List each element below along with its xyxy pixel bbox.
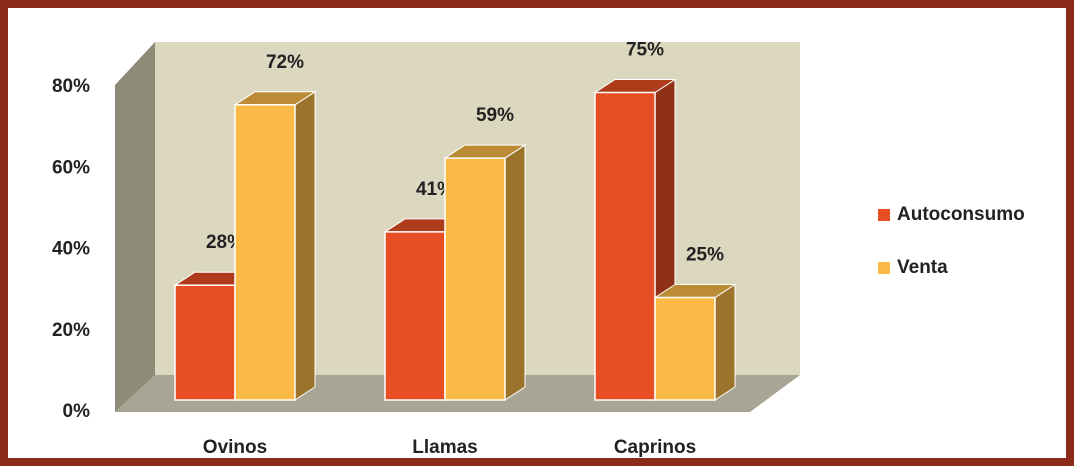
- x-tick-label: Llamas: [412, 437, 477, 458]
- data-label: 75%: [626, 40, 664, 61]
- bar: [174, 284, 236, 401]
- data-label: 59%: [476, 105, 514, 126]
- bar: [654, 296, 716, 401]
- bar: [444, 157, 506, 401]
- bar-side: [294, 90, 316, 401]
- y-tick-label: 80%: [52, 76, 90, 97]
- bar: [234, 104, 296, 401]
- legend-label: Venta: [897, 257, 948, 278]
- y-tick-label: 40%: [52, 239, 90, 260]
- bar: [594, 91, 656, 401]
- y-tick-label: 60%: [52, 157, 90, 178]
- legend-swatch: [878, 209, 890, 221]
- side-wall: [115, 42, 155, 412]
- bar-side: [714, 283, 736, 401]
- data-label: 72%: [266, 52, 304, 73]
- bar-side: [504, 144, 526, 401]
- bar: [384, 231, 446, 401]
- x-tick-label: Caprinos: [614, 437, 696, 458]
- data-label: 25%: [686, 245, 724, 266]
- legend-swatch: [878, 262, 890, 274]
- legend-label: Autoconsumo: [897, 204, 1025, 225]
- y-tick-label: 0%: [63, 401, 91, 422]
- y-tick-label: 20%: [52, 320, 90, 341]
- x-tick-label: Ovinos: [203, 437, 267, 458]
